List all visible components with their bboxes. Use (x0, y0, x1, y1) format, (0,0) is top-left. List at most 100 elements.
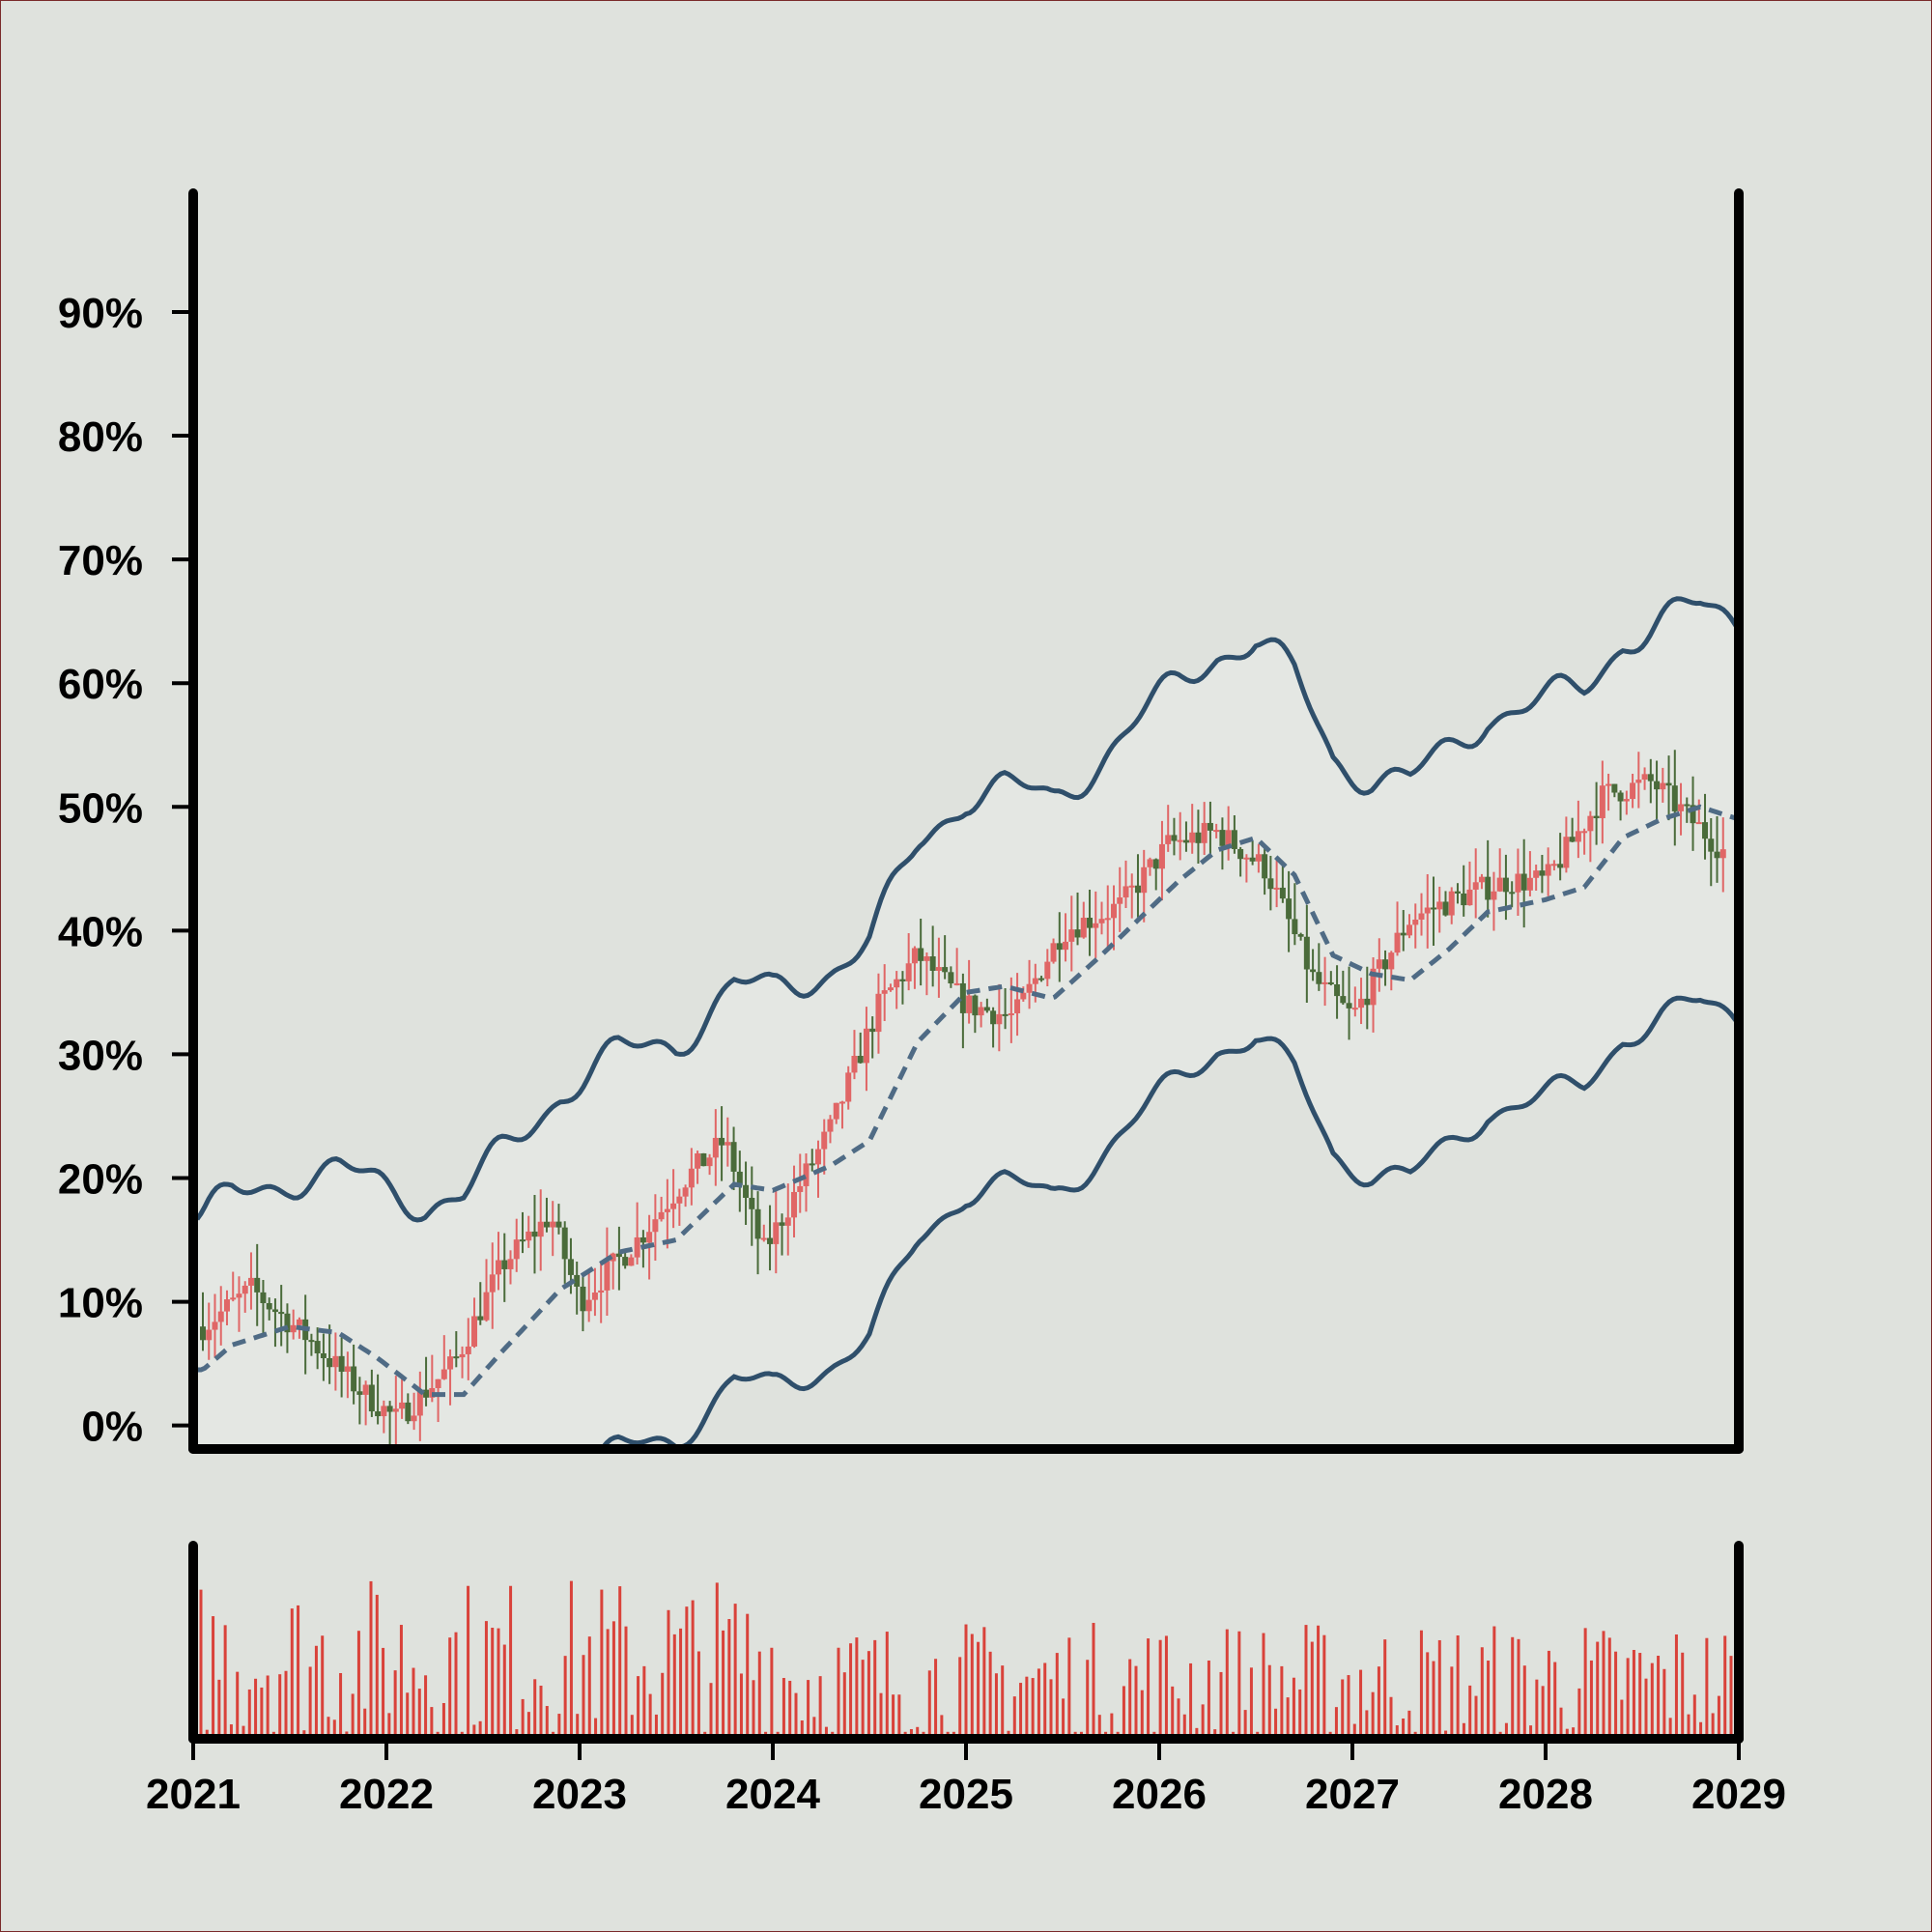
volume-bar (842, 1672, 846, 1739)
volume-bar (1140, 1690, 1144, 1739)
volume-bar (1225, 1629, 1229, 1739)
volume-bar (781, 1678, 785, 1739)
candle-body (526, 1231, 532, 1241)
y-tick-label: 50% (58, 784, 143, 832)
volume-bar (733, 1604, 737, 1739)
candle-body (1279, 887, 1286, 899)
volume-bar (1012, 1696, 1016, 1739)
volume-bar (363, 1708, 367, 1739)
candle-body (676, 1196, 683, 1204)
candle-body (1509, 892, 1516, 895)
candle-body (1243, 857, 1250, 860)
volume-bar (1158, 1639, 1162, 1739)
candle-body (386, 1406, 393, 1412)
volume-bar (739, 1673, 743, 1739)
candle-body (1237, 848, 1244, 860)
volume-bar (715, 1582, 719, 1739)
volume-bar (1657, 1656, 1661, 1739)
candle-body (622, 1257, 629, 1266)
candle-body (1448, 891, 1455, 916)
volume-bars (199, 1580, 1733, 1739)
candle-body (899, 979, 906, 981)
candle-body (1364, 998, 1371, 1006)
candle-body (392, 1408, 399, 1412)
candle-body (845, 1072, 852, 1102)
candle-body (375, 1411, 382, 1417)
volume-bar (587, 1636, 591, 1739)
candle-body (1351, 1008, 1358, 1010)
candle-body (1641, 774, 1648, 781)
volume-bar (484, 1621, 488, 1739)
candle-body (1424, 907, 1431, 914)
candle-body (489, 1274, 496, 1293)
candle-body (639, 1236, 646, 1243)
candle-body (942, 967, 949, 973)
candle-body (1454, 891, 1461, 894)
candle-body (1714, 851, 1720, 859)
candle-body (983, 1007, 990, 1011)
volume-bar (661, 1672, 665, 1739)
candle-body (423, 1389, 430, 1398)
candle-body (615, 1253, 622, 1258)
volume-bar (1729, 1656, 1733, 1739)
candle-body (1262, 854, 1268, 879)
volume-bar (594, 1718, 598, 1739)
volume-bar (1274, 1708, 1278, 1739)
candle-body (1286, 898, 1293, 920)
candle-body (809, 1163, 815, 1166)
candle-body (682, 1187, 689, 1197)
volume-bar (393, 1670, 397, 1739)
candle-body (688, 1168, 695, 1188)
volume-bar (1687, 1714, 1690, 1739)
volume-bar (1110, 1713, 1114, 1739)
candle-body (1406, 924, 1413, 936)
candle-body (1087, 918, 1094, 928)
volume-bar (977, 1641, 980, 1739)
volume-bar (1553, 1662, 1557, 1739)
candle-body (1340, 996, 1347, 1004)
volume-bar (441, 1703, 445, 1739)
candle-body (555, 1221, 562, 1228)
candle-body (664, 1208, 670, 1212)
candle-body (440, 1369, 447, 1379)
volume-bar (1359, 1669, 1363, 1739)
candle-body (1219, 830, 1226, 846)
volume-bar (1377, 1666, 1380, 1739)
candle-body (447, 1356, 454, 1370)
volume-bar (1717, 1695, 1720, 1739)
candle-body (743, 1184, 750, 1198)
volume-bar (1322, 1634, 1326, 1739)
candle-body (1128, 885, 1135, 888)
candle-body (712, 1137, 719, 1158)
volume-bar (727, 1619, 731, 1739)
volume-bar (497, 1628, 500, 1739)
candle-body (368, 1384, 375, 1412)
volume-bar (1286, 1697, 1290, 1739)
volume-bar (1317, 1625, 1321, 1739)
volume-bar (563, 1656, 567, 1739)
volume-bar (770, 1647, 774, 1739)
candle-body (1152, 859, 1159, 869)
y-tick-label: 0% (81, 1404, 143, 1451)
volume-bar (1249, 1667, 1253, 1739)
candle-body (501, 1260, 508, 1269)
candle-body (1068, 929, 1075, 942)
volume-bar (1389, 1696, 1393, 1739)
volume-bar (1559, 1707, 1563, 1739)
y-tick-label: 30% (58, 1032, 143, 1079)
candle-body (1442, 901, 1449, 916)
volume-bar (321, 1635, 325, 1739)
volume-bar (618, 1586, 622, 1739)
volume-bar (885, 1632, 889, 1739)
volume-bar (837, 1647, 840, 1739)
candle-body (1690, 805, 1696, 824)
volume-bar (958, 1657, 962, 1739)
volume-bar (375, 1594, 379, 1739)
candle-body (803, 1163, 810, 1186)
candle-body (1466, 889, 1473, 906)
candle-body (278, 1312, 285, 1315)
candle-body (996, 1013, 1003, 1025)
candle-body (610, 1253, 616, 1262)
volume-bar (1237, 1631, 1241, 1739)
